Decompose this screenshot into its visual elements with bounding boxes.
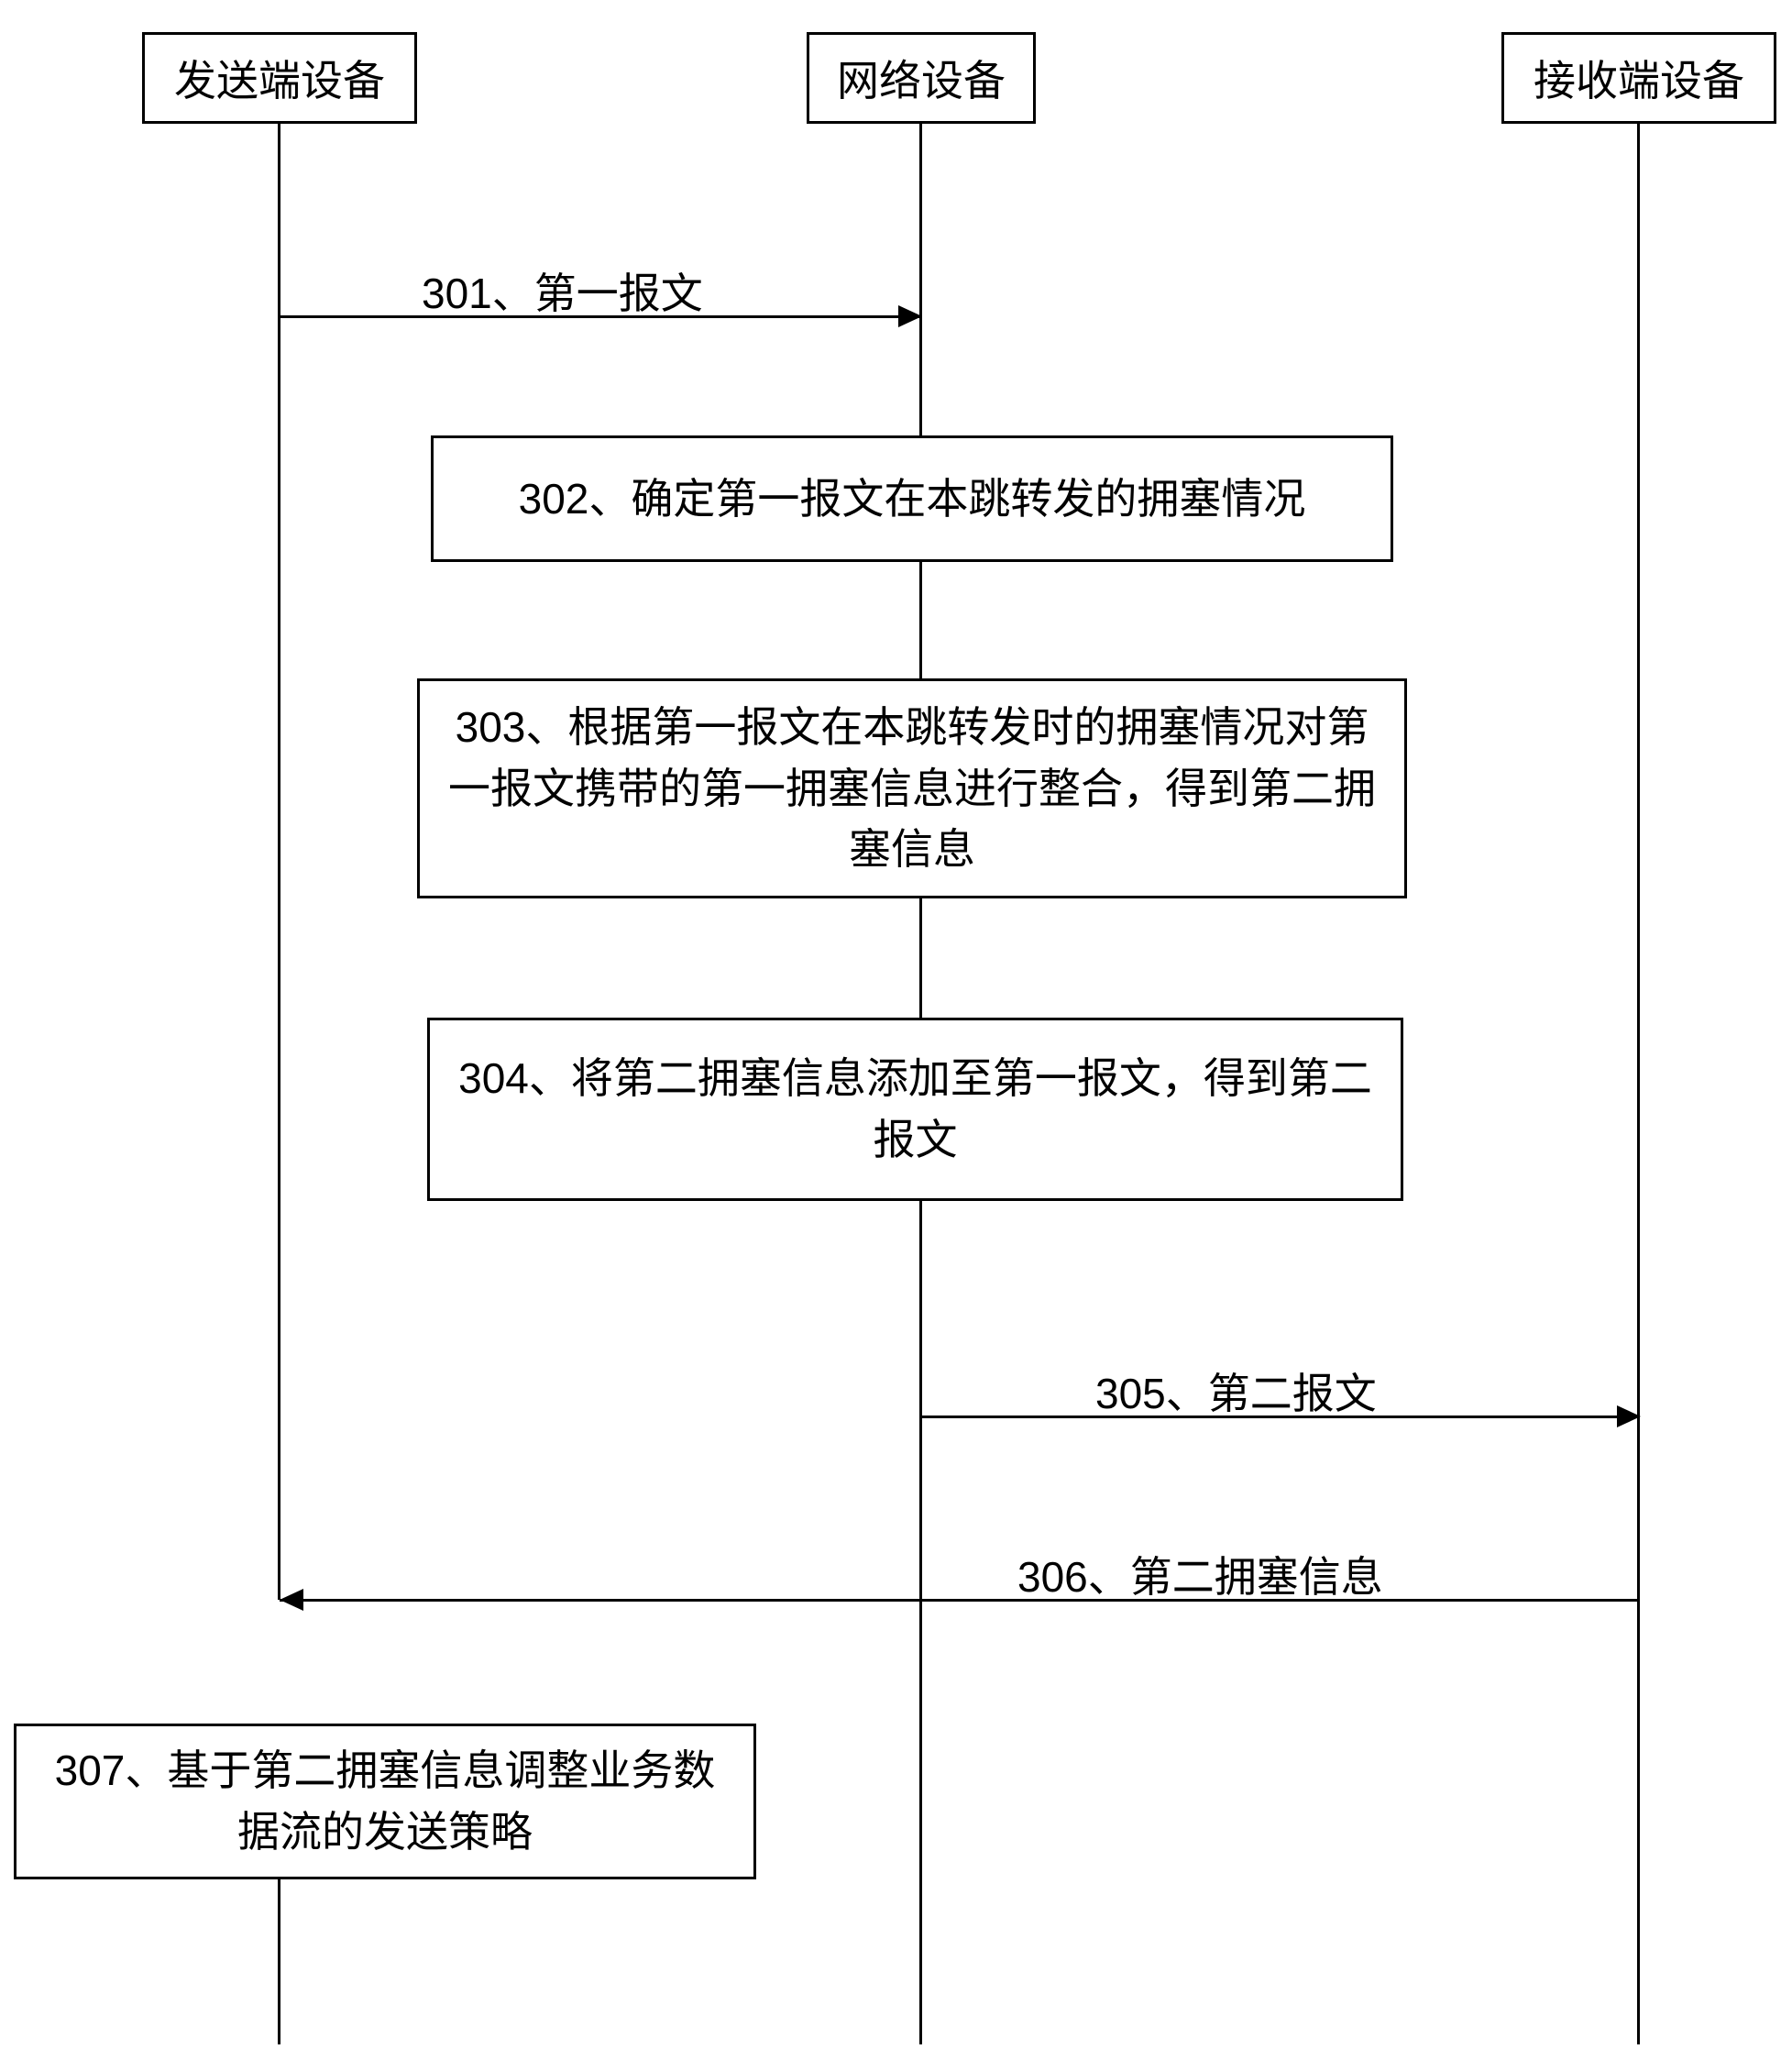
msg-306-line [280,1599,1640,1602]
actor-receiver: 接收端设备 [1501,32,1776,124]
msg-301-label: 301、第一报文 [422,260,703,321]
actor-sender: 发送端设备 [142,32,417,124]
step-307-text: 307、基于第二拥塞信息调整业务数据流的发送策略 [44,1740,726,1862]
lifeline-network-seg3 [919,898,922,1018]
step-304-text: 304、将第二拥塞信息添加至第一报文，得到第二报文 [457,1048,1373,1170]
lifeline-network-seg1 [919,124,922,435]
actor-network-label: 网络设备 [837,48,1006,108]
sequence-diagram: 发送端设备 网络设备 接收端设备 301、第一报文 302、确定第一报文在本跳转… [0,0,1792,2060]
lifeline-sender-seg2 [278,1879,280,2044]
msg-306-arrow [280,1589,303,1611]
step-303-text: 303、根据第一报文在本跳转发时的拥塞情况对第一报文携带的第一拥塞信息进行整合，… [447,697,1377,880]
step-302-text: 302、确定第一报文在本跳转发的拥塞情况 [519,468,1306,530]
step-302: 302、确定第一报文在本跳转发的拥塞情况 [431,435,1393,562]
lifeline-sender-seg1 [278,124,280,1600]
lifeline-receiver [1637,124,1640,2044]
actor-sender-label: 发送端设备 [174,48,385,108]
msg-301-arrow [898,305,922,327]
lifeline-network-seg4 [919,1201,922,2044]
step-307: 307、基于第二拥塞信息调整业务数据流的发送策略 [14,1724,756,1879]
actor-network: 网络设备 [807,32,1036,124]
msg-305-label: 305、第二报文 [1095,1360,1377,1421]
msg-301-line [280,315,921,318]
msg-306-label: 306、第二拥塞信息 [1017,1544,1383,1604]
msg-305-arrow [1617,1405,1641,1427]
msg-305-line [921,1416,1640,1418]
actor-receiver-label: 接收端设备 [1534,48,1744,108]
lifeline-network-seg2 [919,562,922,678]
step-303: 303、根据第一报文在本跳转发时的拥塞情况对第一报文携带的第一拥塞信息进行整合，… [417,678,1407,898]
step-304: 304、将第二拥塞信息添加至第一报文，得到第二报文 [427,1018,1403,1201]
